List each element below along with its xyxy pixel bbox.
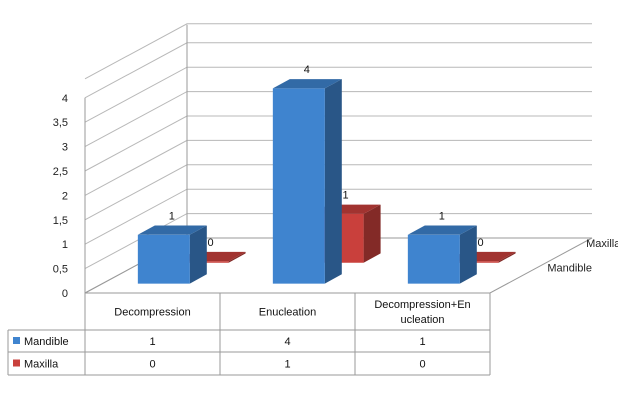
bar-front	[272, 88, 325, 284]
data-label: 0	[478, 237, 484, 249]
data-labels: 0 1 0 1 4 1	[169, 64, 484, 249]
data-label: 1	[343, 190, 349, 202]
gridline-top	[84, 23, 592, 80]
legend-key	[13, 359, 20, 367]
y-tick-label: 1	[62, 239, 68, 251]
data-label: 4	[304, 64, 310, 76]
bar	[407, 225, 477, 284]
category-label: Enucleation	[259, 307, 317, 319]
y-tick-label: 1,5	[53, 215, 68, 227]
bar-front	[137, 234, 190, 284]
y-tick-label: 0,5	[53, 264, 68, 276]
y-tick-label: 2,5	[53, 166, 68, 178]
bar-side	[228, 251, 246, 263]
legend-key	[13, 337, 20, 344]
bar-side	[459, 225, 477, 284]
table-cell: 1	[149, 336, 155, 348]
bar-top	[137, 225, 207, 235]
bar-side	[363, 204, 381, 263]
depth-axis-label: Mandible	[547, 263, 592, 275]
category-label: Decompression+En	[374, 299, 470, 311]
category-label: Decompression	[114, 307, 190, 319]
bar-side	[498, 251, 516, 263]
y-tick-label: 4	[62, 93, 68, 105]
y-tick-label: 2	[62, 190, 68, 202]
table-cell: 0	[419, 359, 425, 371]
table-cell: 0	[149, 359, 155, 371]
legend-label: Maxilla	[24, 359, 59, 371]
data-label: 0	[208, 237, 214, 249]
table-cell: 1	[419, 336, 425, 348]
bar-top	[407, 225, 477, 235]
bars	[137, 79, 516, 284]
y-tick-label: 3	[62, 142, 68, 154]
depth-axis-labels: Mandible Maxilla	[547, 238, 618, 275]
depth-axis-label: Maxilla	[586, 238, 618, 250]
bar-top	[272, 79, 342, 89]
data-label: 1	[169, 211, 175, 223]
y-axis-ticks: 0 0,5 1 1,5 2 2,5 3 3,5 4	[53, 93, 68, 300]
bar	[137, 225, 207, 284]
bar-front	[407, 234, 460, 284]
y-tick-label: 0	[62, 288, 68, 300]
data-table: Decompression Enucleation Decompression+En…	[7, 293, 491, 376]
bar-side	[189, 225, 207, 284]
table-cell: 4	[284, 336, 290, 348]
data-label: 1	[439, 211, 445, 223]
bar-side	[324, 79, 342, 284]
category-label: ucleation	[400, 314, 444, 326]
y-tick-label: 3,5	[53, 117, 68, 129]
bar	[272, 79, 342, 284]
legend-label: Mandible	[24, 336, 69, 348]
table-cell: 1	[284, 359, 290, 371]
